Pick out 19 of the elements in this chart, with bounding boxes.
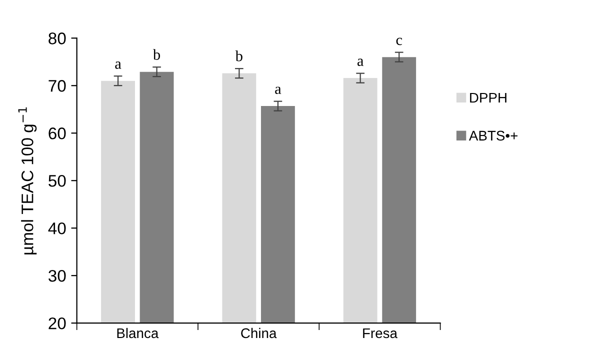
annotation: b	[235, 50, 242, 62]
legend-label: ABTS•+	[468, 130, 518, 141]
annotation: b	[152, 49, 160, 60]
y-tick-label: 80	[48, 32, 66, 44]
annotation: a	[115, 62, 122, 69]
y-tick-label: 30	[48, 270, 66, 282]
y-tick-label: 70	[48, 80, 66, 92]
annotation: a	[357, 58, 364, 66]
y-tick-label: 20	[48, 317, 66, 330]
legend-label: DPPH	[470, 92, 506, 103]
y-axis-title: µmol TEAC 100 g$^{−1}$	[18, 107, 37, 254]
x-tick-label: Fresa	[363, 328, 398, 338]
x-tick-label: China	[241, 328, 277, 338]
y-tick-label: 40	[48, 222, 66, 234]
y-tick-label: 60	[48, 128, 66, 140]
annotation: a	[275, 86, 282, 94]
x-tick-label: Blanca	[117, 328, 159, 338]
annotation: c	[396, 38, 402, 46]
y-tick-label: 50	[48, 174, 66, 187]
